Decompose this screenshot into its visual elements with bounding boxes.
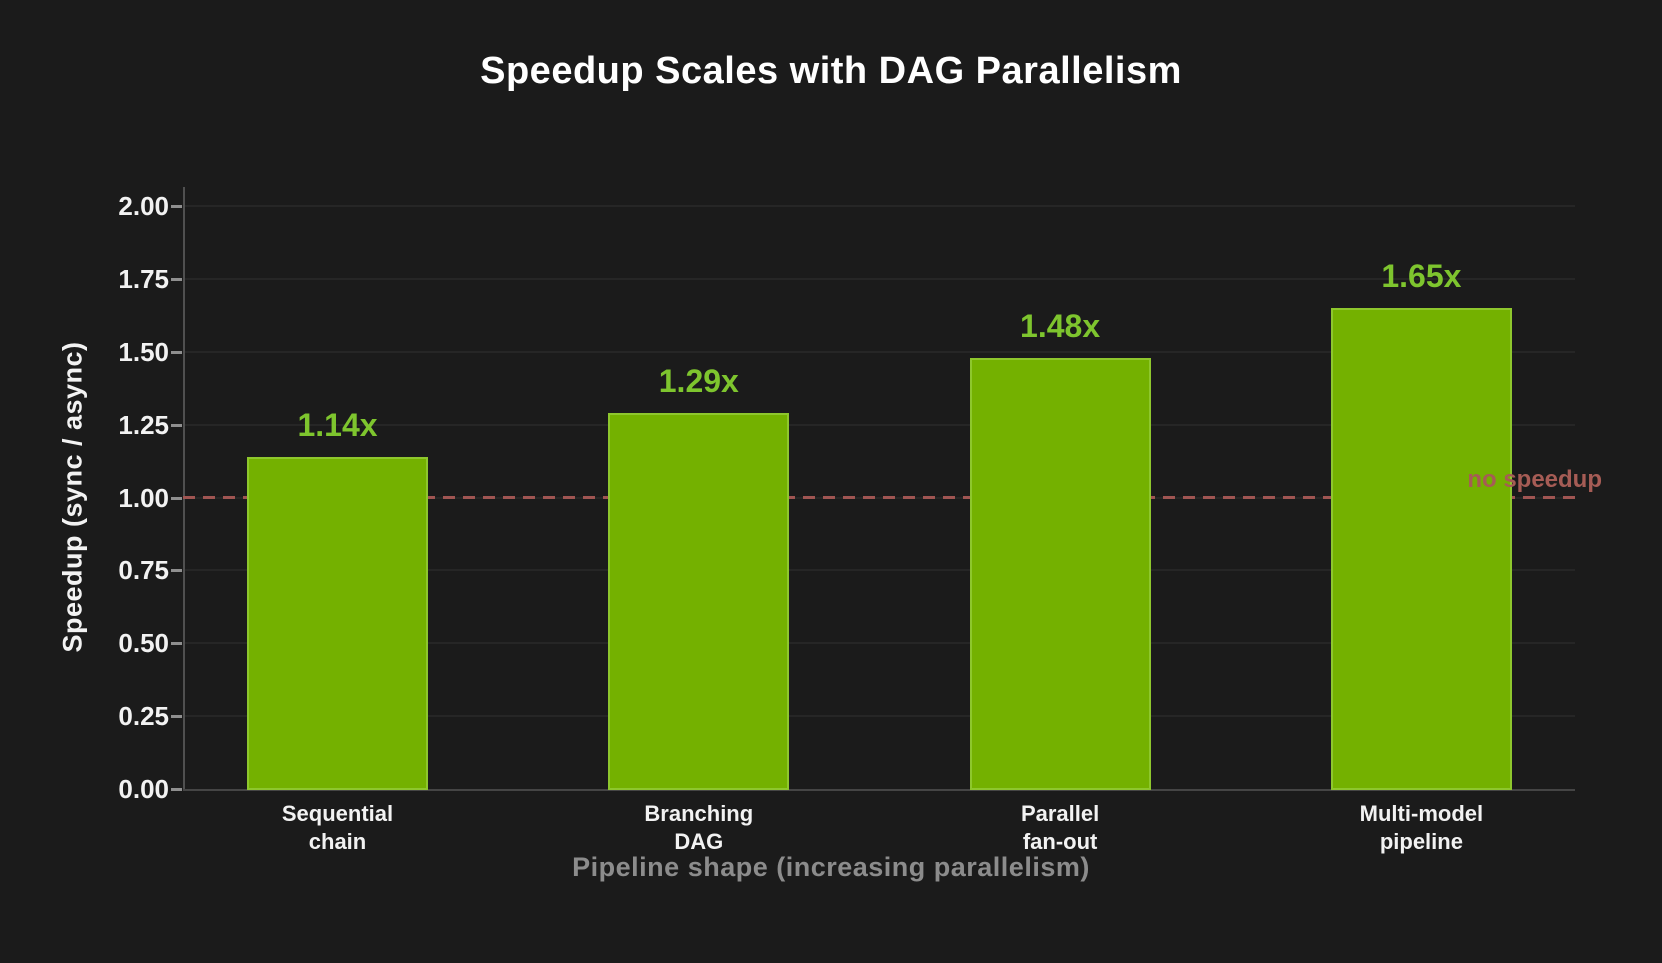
reference-line-label: no speedup [1467,466,1602,493]
y-tick-mark [171,423,182,427]
gridline [183,205,1575,207]
y-tick-mark [171,569,182,573]
bar-parallel-fan-out [969,357,1151,790]
y-tick-label: 0.50 [118,628,169,659]
bar-multi-model-pipeline [1330,308,1512,790]
bar-branching-dag [608,412,790,790]
y-tick-mark [171,715,182,719]
x-axis-label: Pipeline shape (increasing parallelism) [572,852,1090,882]
y-tick-mark [171,788,182,791]
x-tick-label-parallel-fan-out: Parallel fan-out [1020,801,1100,854]
x-tick-label-sequential-chain: Sequential chain [281,801,394,854]
bar-value-label: 1.29x [658,362,739,399]
y-tick-label: 1.75 [118,263,169,294]
bar-value-label: 1.48x [1020,307,1101,344]
x-tick-label-multi-model-pipeline: Multi-model pipeline [1359,801,1484,854]
y-tick-label: 0.00 [118,774,169,804]
y-tick-mark [171,496,182,500]
gridline [183,569,1575,572]
x-tick-label-branching-dag: Branching DAG [644,801,754,854]
bar-sequential-chain [247,456,428,790]
x-axis-spine [183,789,1575,791]
gridline [183,642,1575,645]
y-tick-mark [171,350,182,354]
y-tick-label: 1.25 [118,409,169,440]
bar-value-label: 1.65x [1381,258,1462,295]
gridline [183,715,1575,718]
gridline [183,350,1575,353]
y-tick-label: 1.00 [118,482,169,513]
chart-title: Speedup Scales with DAG Parallelism [480,50,1182,92]
y-axis-spine [183,187,185,791]
y-tick-label: 0.25 [118,701,169,732]
y-tick-mark [171,277,182,281]
gridline [183,277,1575,280]
gridline [183,423,1575,426]
y-tick-label: 2.00 [118,191,169,221]
reference-line [183,496,1577,499]
y-tick-label: 1.50 [118,336,169,367]
y-tick-mark [171,642,182,646]
y-tick-mark [171,205,182,208]
y-tick-label: 0.75 [118,555,169,586]
bar-value-label: 1.14x [297,406,378,443]
